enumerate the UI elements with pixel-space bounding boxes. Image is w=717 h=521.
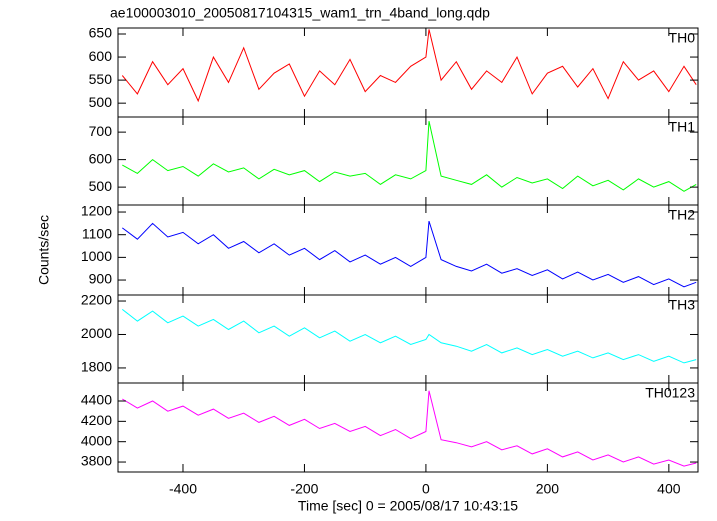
- panel-label: TH2: [669, 207, 696, 223]
- y-tick-label: 500: [89, 94, 113, 110]
- panel-frame: [117, 116, 699, 206]
- y-tick-label: 600: [89, 48, 113, 64]
- y-tick-label: 650: [89, 25, 113, 41]
- data-line: [122, 220, 697, 288]
- y-tick-label: 700: [89, 123, 113, 139]
- chart-title: ae100003010_20050817104315_wam1_trn_4ban…: [110, 5, 490, 21]
- data-line: [122, 120, 697, 192]
- panel-frame: [117, 27, 699, 118]
- panel-frame: [117, 382, 699, 473]
- x-tick-label: -400: [169, 481, 197, 497]
- y-tick-label: 500: [89, 178, 113, 194]
- y-tick-label: 4400: [81, 392, 112, 408]
- panel-label: TH3: [669, 297, 696, 313]
- y-tick-label: 550: [89, 71, 113, 87]
- y-tick-label: 600: [89, 150, 113, 166]
- panel-frame: [117, 294, 699, 384]
- y-tick-label: 3800: [81, 453, 112, 469]
- x-tick-label: 400: [657, 481, 681, 497]
- data-line: [121, 29, 697, 103]
- y-tick-label: 4200: [81, 412, 112, 428]
- panel-frame: [117, 204, 699, 296]
- y-tick-label: 4000: [81, 432, 112, 448]
- data-line: [122, 390, 697, 467]
- y-tick-label: 1800: [81, 359, 112, 375]
- y-tick-label: 1100: [82, 225, 112, 241]
- y-tick-label: 2200: [81, 292, 112, 308]
- y-tick-label: 1000: [81, 248, 112, 264]
- data-line: [121, 309, 697, 364]
- x-tick-label: 200: [536, 481, 560, 497]
- y-tick-label: 1200: [81, 203, 112, 219]
- x-tick-label: 0: [422, 481, 430, 497]
- panel-label: TH0123: [645, 385, 695, 401]
- panel-label: TH1: [669, 119, 696, 135]
- y-axis-label: Counts/sec: [36, 215, 52, 285]
- x-axis-label: Time [sec] 0 = 2005/08/17 10:43:15: [298, 498, 518, 514]
- y-tick-label: 2000: [81, 325, 112, 341]
- x-tick-label: -200: [290, 481, 318, 497]
- y-tick-label: 900: [89, 271, 113, 287]
- panel-label: TH0: [669, 30, 696, 46]
